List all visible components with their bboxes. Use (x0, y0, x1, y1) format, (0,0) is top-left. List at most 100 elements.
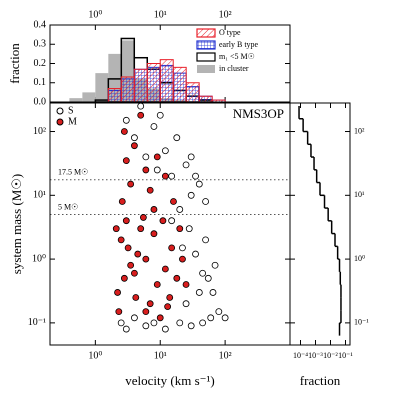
point (185, 225, 193, 233)
point (120, 128, 128, 135)
y-tick-label: 10⁻¹ (354, 318, 369, 327)
point (187, 191, 195, 199)
y-tick-label: 0.3 (34, 39, 47, 50)
point (153, 166, 161, 174)
point (168, 244, 176, 252)
point (142, 255, 150, 263)
histogram-bar (69, 98, 83, 102)
y-tick-label: 10⁰ (354, 254, 365, 263)
panel-label: NMS3OP (233, 106, 284, 121)
point (131, 134, 138, 142)
x-tick-label: 10⁻¹ (338, 351, 353, 360)
histogram-bar (198, 95, 213, 103)
x-tick-label: 10⁻³ (308, 351, 323, 360)
point (134, 250, 142, 258)
point (168, 217, 176, 225)
point (215, 308, 223, 316)
y-axis-label: system mass (M☉) (9, 174, 24, 274)
legend-swatch (197, 65, 215, 73)
x-tick-label: 10⁰ (88, 9, 102, 20)
histogram-bar (95, 73, 109, 102)
point (150, 230, 158, 238)
point (156, 111, 164, 119)
y-tick-label: 0.1 (34, 77, 47, 88)
x-tick-label: 10⁰ (88, 350, 102, 361)
point (137, 102, 145, 110)
histogram-bar (82, 92, 96, 102)
point (166, 294, 174, 301)
point (137, 111, 145, 119)
point (150, 123, 158, 130)
point (131, 269, 138, 277)
y-tick-label: 10¹ (354, 190, 365, 199)
histogram-bar (159, 59, 174, 103)
point (117, 236, 125, 244)
point (161, 325, 169, 333)
point (199, 269, 207, 277)
point (176, 319, 184, 327)
point (139, 214, 147, 221)
legend-label: O type (219, 28, 241, 37)
point (142, 308, 150, 316)
legend-swatch (196, 40, 216, 50)
point (132, 294, 140, 301)
y-tick-label: 10¹ (33, 190, 46, 201)
point (176, 206, 184, 213)
point (150, 206, 158, 213)
x-tick-label: 10⁻⁴ (293, 351, 308, 360)
point (146, 300, 154, 308)
legend-swatch (56, 107, 64, 115)
point (150, 319, 158, 327)
point (182, 161, 190, 169)
point (115, 308, 123, 316)
plot-frame (49, 24, 291, 103)
y-tick-label: 0.0 (34, 96, 47, 107)
point (170, 198, 177, 205)
point (161, 147, 169, 155)
point (179, 244, 186, 252)
point (204, 274, 212, 282)
x-tick-label: 10⁻² (323, 351, 338, 360)
point (131, 314, 138, 322)
point (199, 319, 207, 327)
y-tick-label: 0.2 (34, 58, 47, 69)
y-axis-label: fraction (7, 43, 22, 84)
legend-swatch (196, 52, 216, 62)
point (112, 225, 120, 233)
legend-label: S (68, 105, 74, 116)
histogram-bar (107, 88, 122, 103)
point (153, 153, 161, 161)
point (195, 180, 203, 188)
point (124, 244, 132, 252)
point (120, 274, 128, 282)
x-tick-label: 10² (219, 350, 232, 361)
point (161, 265, 169, 273)
point (137, 225, 145, 233)
point (173, 274, 181, 282)
point (202, 198, 209, 205)
y-tick-label: 0.4 (34, 19, 47, 30)
histogram-bar (172, 66, 187, 103)
point (159, 217, 167, 225)
point (142, 153, 150, 161)
legend-label: M (68, 116, 77, 127)
point (142, 166, 150, 174)
annotation: 17.5 M☉ (58, 168, 88, 177)
histogram-bar (146, 63, 161, 103)
point (168, 172, 176, 180)
plot-frame (289, 102, 351, 346)
point (142, 322, 150, 330)
annotation: 5 M☉ (58, 202, 78, 211)
point (195, 289, 203, 296)
histogram-bar (133, 68, 148, 103)
point (207, 314, 215, 322)
histogram-bar (185, 82, 200, 103)
point (164, 303, 172, 310)
x-tick-label: 10¹ (154, 350, 167, 361)
point (176, 225, 184, 233)
histogram-bar (120, 76, 135, 103)
point (127, 180, 135, 188)
legend-label: in cluster (219, 64, 249, 73)
point (118, 198, 126, 205)
